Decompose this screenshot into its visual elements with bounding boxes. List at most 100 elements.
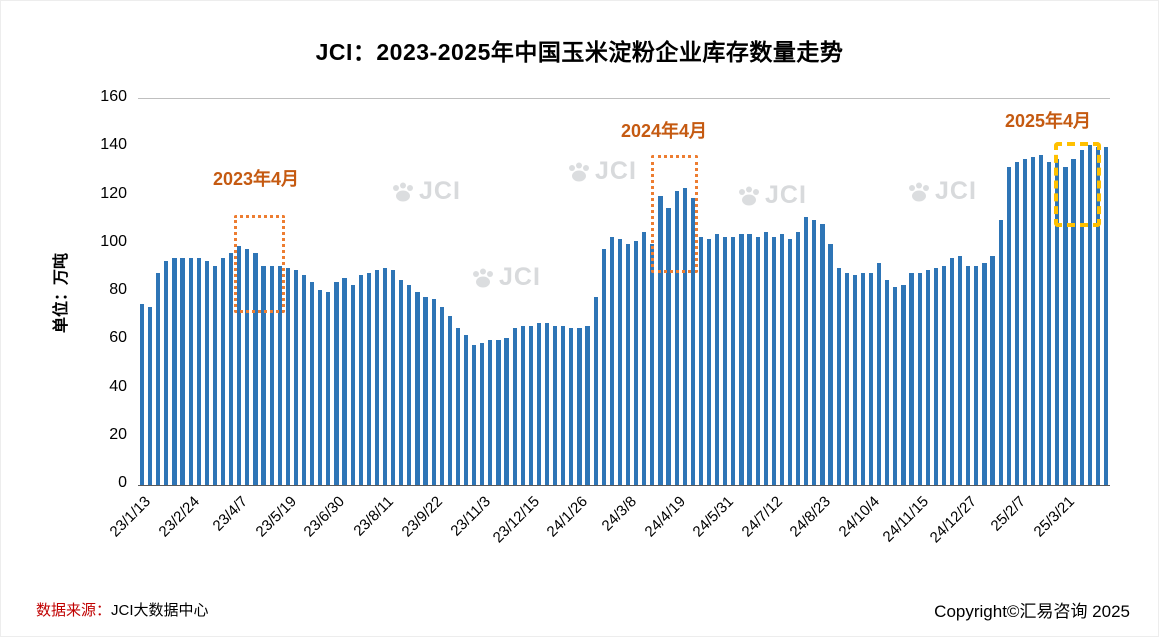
bar bbox=[196, 258, 201, 485]
y-tick-label: 160 bbox=[100, 88, 127, 105]
bar bbox=[901, 284, 906, 485]
bar bbox=[715, 234, 720, 485]
bar bbox=[625, 243, 631, 485]
annotation-label-2025-april: 2025年4月 bbox=[1005, 111, 1092, 131]
bar bbox=[877, 263, 882, 485]
bar bbox=[885, 279, 890, 485]
bar bbox=[472, 345, 477, 485]
bar bbox=[577, 328, 582, 485]
bar bbox=[1071, 159, 1076, 485]
bar bbox=[585, 325, 590, 485]
bar bbox=[739, 234, 744, 485]
bar bbox=[852, 275, 857, 485]
bar bbox=[496, 340, 501, 485]
bar bbox=[1055, 159, 1060, 485]
data-source-line: 数据来源：JCI大数据中心 bbox=[36, 599, 209, 620]
bar-series bbox=[138, 99, 1110, 485]
data-source-prefix: 数据来源： bbox=[36, 602, 112, 619]
bar bbox=[836, 267, 841, 485]
x-tick-label: 23/9/22 bbox=[398, 493, 446, 541]
bar bbox=[447, 316, 452, 485]
x-tick-label: 23/11/3 bbox=[447, 493, 495, 540]
chart-title: JCI：2023-2025年中国玉米淀粉企业库存数量走势 bbox=[315, 39, 844, 65]
bar bbox=[415, 292, 420, 485]
bar bbox=[334, 282, 339, 485]
bar bbox=[512, 328, 517, 485]
bar bbox=[536, 323, 542, 485]
bar bbox=[164, 260, 169, 485]
y-tick-label: 140 bbox=[100, 136, 127, 154]
bar bbox=[723, 236, 728, 485]
bar bbox=[925, 270, 930, 485]
x-tick-label: 24/11/15 bbox=[879, 493, 932, 546]
y-tick-label: 80 bbox=[109, 281, 127, 298]
bar bbox=[399, 279, 404, 485]
y-tick-label: 100 bbox=[100, 232, 127, 250]
bar bbox=[634, 241, 639, 485]
bar bbox=[220, 258, 226, 485]
plot-area bbox=[138, 98, 1110, 486]
bar bbox=[650, 243, 655, 485]
bar bbox=[1103, 147, 1109, 485]
bar bbox=[755, 236, 760, 485]
bar bbox=[229, 253, 234, 485]
bar bbox=[374, 270, 380, 485]
annotation-label-2023-april: 2023年4月 bbox=[213, 169, 300, 189]
bar bbox=[860, 272, 866, 485]
y-tick-label: 40 bbox=[109, 377, 127, 395]
bar bbox=[148, 306, 153, 485]
bar bbox=[731, 236, 736, 485]
bar bbox=[318, 289, 323, 485]
bar bbox=[804, 217, 809, 485]
bar bbox=[674, 190, 679, 485]
x-tick-label: 24/12/27 bbox=[926, 493, 981, 547]
bar bbox=[188, 258, 193, 485]
bar bbox=[617, 238, 623, 485]
bar bbox=[569, 328, 574, 485]
bar bbox=[544, 323, 550, 485]
bar bbox=[1030, 156, 1036, 485]
bar bbox=[820, 224, 825, 485]
bar bbox=[212, 265, 218, 485]
bar bbox=[1095, 147, 1100, 485]
bar bbox=[966, 265, 971, 485]
bar bbox=[868, 272, 874, 485]
x-tick-label: 24/7/12 bbox=[738, 493, 786, 541]
annotation-box-2024-april bbox=[651, 155, 698, 273]
x-tick-label: 24/1/26 bbox=[544, 493, 592, 541]
bar bbox=[763, 231, 768, 485]
bar bbox=[642, 231, 647, 485]
bar bbox=[1014, 161, 1019, 485]
bar bbox=[439, 306, 444, 485]
bar bbox=[933, 267, 938, 485]
bar bbox=[706, 238, 712, 485]
x-tick-label: 23/1/13 bbox=[106, 493, 155, 541]
x-tick-label: 24/5/31 bbox=[689, 493, 738, 541]
copyright-text: Copyright©汇易咨询 2025 bbox=[934, 602, 1130, 621]
annotation-box-2023-april bbox=[234, 215, 285, 313]
bar bbox=[301, 275, 307, 485]
bar bbox=[366, 272, 371, 485]
x-tick-label: 23/5/19 bbox=[252, 493, 300, 541]
bar bbox=[520, 325, 525, 485]
bar bbox=[431, 299, 436, 485]
x-tick-label: 24/8/23 bbox=[787, 493, 835, 541]
bar bbox=[253, 253, 258, 485]
bar bbox=[139, 304, 145, 485]
bar bbox=[1063, 166, 1068, 485]
bar bbox=[310, 282, 315, 485]
x-tick-label: 25/3/21 bbox=[1030, 493, 1078, 541]
bar bbox=[463, 335, 469, 485]
bar bbox=[990, 255, 995, 485]
x-tick-label: 25/2/7 bbox=[987, 493, 1029, 535]
bar bbox=[982, 263, 987, 485]
bar bbox=[1006, 166, 1011, 485]
bar bbox=[204, 260, 209, 485]
bar bbox=[326, 292, 331, 485]
y-tick-label: 120 bbox=[100, 184, 127, 202]
data-source-name: JCI大数据中心 bbox=[111, 602, 209, 619]
bar bbox=[949, 258, 955, 485]
bar bbox=[844, 272, 849, 485]
bar bbox=[423, 296, 428, 485]
